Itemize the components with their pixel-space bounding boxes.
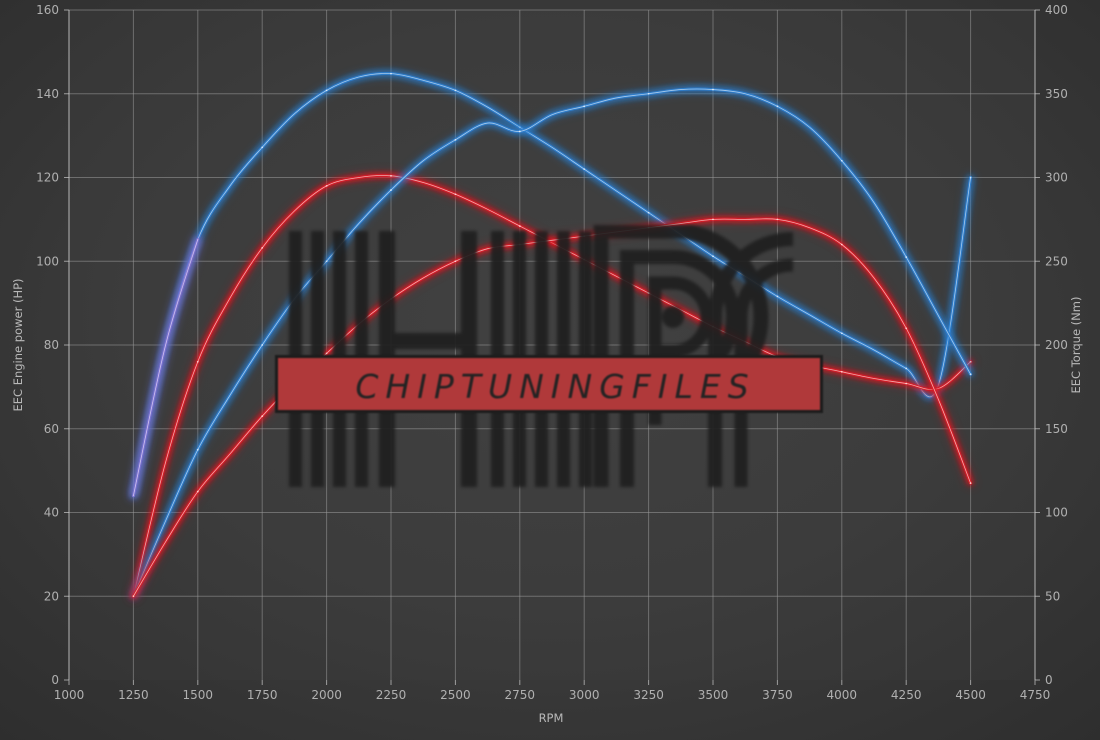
y2-tick-label: 350	[1045, 87, 1068, 101]
y-tick-label: 100	[36, 254, 59, 268]
x-tick-label: 1250	[118, 688, 149, 702]
x-tick-label: 3000	[569, 688, 600, 702]
tick-marks	[64, 9, 1040, 685]
x-tick-label: 4250	[891, 688, 922, 702]
x-tick-label: 2250	[376, 688, 407, 702]
y2-tick-label: 0	[1045, 673, 1053, 687]
x-tick-label: 4750	[1020, 688, 1051, 702]
series-curve	[129, 85, 975, 600]
y2-tick-label: 250	[1045, 254, 1068, 268]
y-tick-label: 20	[44, 589, 59, 603]
y2-tick-label: 400	[1045, 3, 1068, 17]
x-tick-label: 4500	[955, 688, 986, 702]
y-tick-label: 140	[36, 87, 59, 101]
y2-tick-label: 200	[1045, 338, 1068, 352]
x-tick-label: 2000	[311, 688, 342, 702]
y-tick-label: 40	[44, 506, 59, 520]
x-tick-label: 2500	[440, 688, 471, 702]
y2-tick-label: 300	[1045, 171, 1068, 185]
x-tick-label: 2750	[505, 688, 536, 702]
tuned-torque-launch-glow	[129, 235, 202, 500]
y-tick-label: 60	[44, 422, 59, 436]
x-tick-label: 4000	[827, 688, 858, 702]
x-tick-label: 3500	[698, 688, 729, 702]
y-axis-title: EEC Engine power (HP)	[11, 278, 25, 411]
y2-tick-label: 150	[1045, 422, 1068, 436]
tick-labels: 1000 1250 1500 1750 2000 2250 2500 2750 3000 3250…	[36, 3, 1068, 702]
x-tick-label: 1500	[183, 688, 214, 702]
x-tick-label: 1000	[54, 688, 85, 702]
series-curve	[129, 70, 975, 500]
x-tick-label: 1750	[247, 688, 278, 702]
y2-axis-title: EEC Torque (Nm)	[1069, 297, 1083, 394]
y-tick-label: 0	[51, 673, 59, 687]
y-tick-label: 120	[36, 171, 59, 185]
series-curve	[129, 215, 975, 600]
y-tick-label: 80	[44, 338, 59, 352]
y2-tick-label: 50	[1045, 589, 1060, 603]
x-tick-label: 3250	[633, 688, 664, 702]
x-axis-title: RPM	[539, 711, 564, 725]
y2-tick-label: 100	[1045, 506, 1068, 520]
x-tick-label: 3750	[762, 688, 793, 702]
y-tick-label: 160	[36, 3, 59, 17]
